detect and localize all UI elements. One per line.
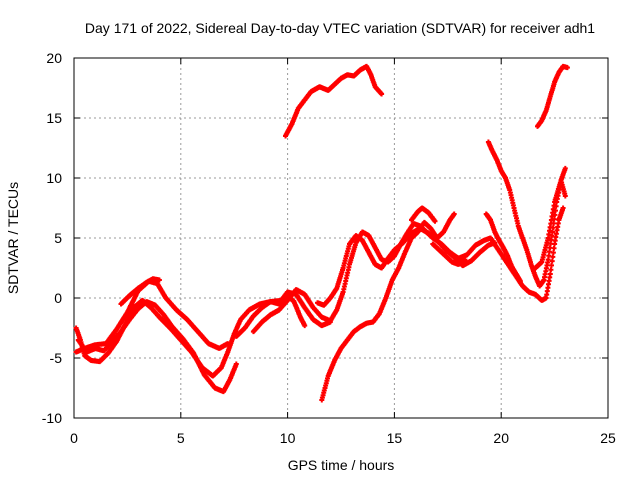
y-axis-label: SDTVAR / TECUs xyxy=(5,182,21,294)
x-axis-label: GPS time / hours xyxy=(288,457,395,473)
series-trace xyxy=(319,211,457,403)
y-tick-label: -10 xyxy=(42,410,62,426)
series-trace xyxy=(532,177,568,271)
y-tick-label: 20 xyxy=(46,50,62,66)
x-tick-label: 5 xyxy=(177,430,185,446)
series-trace xyxy=(430,241,468,267)
x-tick-label: 20 xyxy=(493,430,509,446)
series-markers xyxy=(409,205,438,224)
series-markers xyxy=(483,211,523,284)
series-trace xyxy=(75,299,239,395)
chart-title: Day 171 of 2022, Sidereal Day-to-day VTE… xyxy=(85,20,595,36)
x-ticks: 0 5 10 15 20 25 xyxy=(70,58,616,446)
series-trace xyxy=(118,276,162,307)
series-trace xyxy=(483,211,523,284)
series-markers xyxy=(319,211,457,403)
series-markers xyxy=(485,139,568,289)
series-trace xyxy=(283,63,385,139)
series-markers xyxy=(532,177,568,271)
y-tick-label: -5 xyxy=(50,350,63,366)
series-trace xyxy=(485,139,568,289)
grid-lines xyxy=(74,58,608,418)
x-tick-label: 15 xyxy=(387,430,403,446)
series-markers xyxy=(118,276,162,307)
series-markers xyxy=(73,278,231,355)
series-trace xyxy=(73,278,231,355)
x-tick-label: 0 xyxy=(70,430,78,446)
series-trace xyxy=(409,205,438,224)
series-markers xyxy=(430,241,468,267)
series-markers xyxy=(283,63,385,139)
series-markers xyxy=(75,299,239,395)
data-series xyxy=(73,63,570,403)
y-tick-label: 0 xyxy=(54,290,62,306)
x-tick-label: 10 xyxy=(280,430,296,446)
series-markers xyxy=(535,63,570,129)
y-tick-label: 15 xyxy=(46,110,62,126)
series-trace xyxy=(535,63,570,129)
y-tick-label: 5 xyxy=(54,230,62,246)
y-tick-label: 10 xyxy=(46,170,62,186)
y-ticks: -10 -5 0 5 10 15 20 xyxy=(42,50,608,426)
x-tick-label: 25 xyxy=(600,430,616,446)
